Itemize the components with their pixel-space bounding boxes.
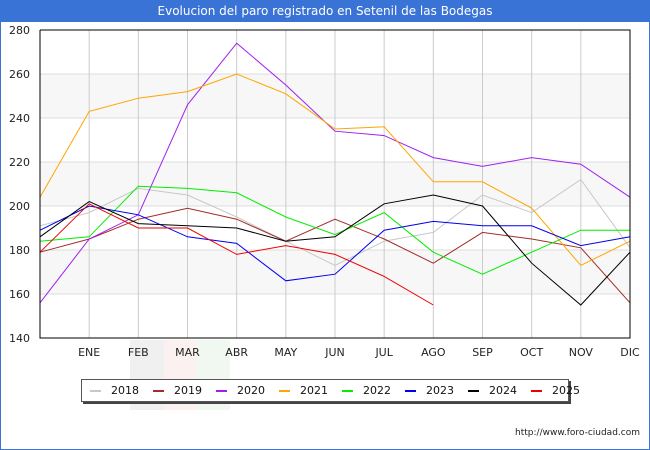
legend-label: 2023: [426, 384, 454, 397]
legend-swatch-icon: [153, 389, 164, 392]
legend-item-2022: 2022: [342, 384, 391, 397]
x-tick-label: JUL: [374, 346, 393, 359]
axes: [39, 29, 631, 339]
x-tick-label: OCT: [520, 346, 543, 359]
series-line-2018: [39, 178, 631, 266]
legend-swatch-icon: [405, 389, 416, 392]
legend-swatch-icon: [216, 389, 227, 392]
x-tick-label: ENE: [78, 346, 100, 359]
legend-item-2019: 2019: [153, 384, 202, 397]
x-tick-label: FEB: [128, 346, 149, 359]
x-tick-label: MAY: [274, 346, 297, 359]
x-tick-label: MAR: [175, 346, 200, 359]
legend-label: 2019: [174, 384, 202, 397]
series-line-2025: [39, 203, 434, 306]
y-tick-label: 220: [9, 156, 30, 169]
y-tick-label: 200: [9, 200, 30, 213]
legend-label: 2022: [363, 384, 391, 397]
legend-item-2018: 2018: [90, 384, 139, 397]
y-tick-label: 160: [9, 288, 30, 301]
legend-swatch-icon: [90, 389, 101, 392]
series-line-2022: [39, 185, 630, 275]
legend-label: 2025: [552, 384, 580, 397]
series-line-2021: [39, 73, 631, 267]
series-line-2023: [39, 205, 631, 282]
legend-label: 2024: [489, 384, 517, 397]
y-tick-label: 260: [9, 68, 30, 81]
legend-label: 2018: [111, 384, 139, 397]
legend-item-2023: 2023: [405, 384, 454, 397]
legend-swatch-icon: [531, 389, 542, 392]
legend-item-2020: 2020: [216, 384, 265, 397]
x-tick-label: SEP: [472, 346, 493, 359]
legend-swatch-icon: [279, 389, 290, 392]
legend-label: 2020: [237, 384, 265, 397]
legend-swatch-icon: [468, 389, 479, 392]
x-tick-label: AGO: [421, 346, 446, 359]
legend-label: 2021: [300, 384, 328, 397]
chart-title: Evolucion del paro registrado en Setenil…: [0, 0, 650, 22]
x-tick-label: DIC: [620, 346, 640, 359]
legend-item-2021: 2021: [279, 384, 328, 397]
legend-swatch-icon: [342, 389, 353, 392]
source-url: http://www.foro-ciudad.com: [515, 428, 640, 438]
series-line-2024: [39, 194, 631, 306]
x-tick-label: NOV: [569, 346, 594, 359]
y-tick-label: 180: [9, 244, 30, 257]
legend-item-2024: 2024: [468, 384, 517, 397]
x-tick-label: ABR: [225, 346, 248, 359]
x-axis-ticks: ENE FEB MAR ABR MAY JUN JUL AGO SEP OCT NOV DIC: [78, 346, 640, 359]
y-tick-label: 140: [9, 332, 30, 345]
series-lines: [39, 42, 631, 306]
y-axis-ticks: 140 160 180 200 220 240 260 280: [9, 24, 30, 345]
x-tick-label: JUN: [324, 346, 345, 359]
y-tick-label: 240: [9, 112, 30, 125]
chart-legend: 2018 2019 2020 2021 2022 2023 2024 2025: [81, 379, 580, 402]
legend-item-2025: 2025: [531, 384, 580, 397]
series-line-2019: [39, 207, 631, 304]
y-tick-label: 280: [9, 24, 30, 37]
